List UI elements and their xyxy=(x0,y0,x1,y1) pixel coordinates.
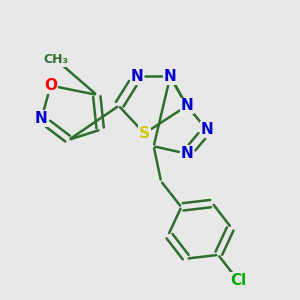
Text: N: N xyxy=(180,98,193,113)
Text: N: N xyxy=(35,111,48,126)
Text: O: O xyxy=(44,78,57,93)
Text: CH₃: CH₃ xyxy=(44,53,69,66)
Text: N: N xyxy=(164,69,177,84)
Text: S: S xyxy=(139,126,150,141)
Text: N: N xyxy=(201,122,213,137)
Text: N: N xyxy=(180,146,193,161)
Text: Cl: Cl xyxy=(230,273,247,288)
Text: N: N xyxy=(131,69,143,84)
